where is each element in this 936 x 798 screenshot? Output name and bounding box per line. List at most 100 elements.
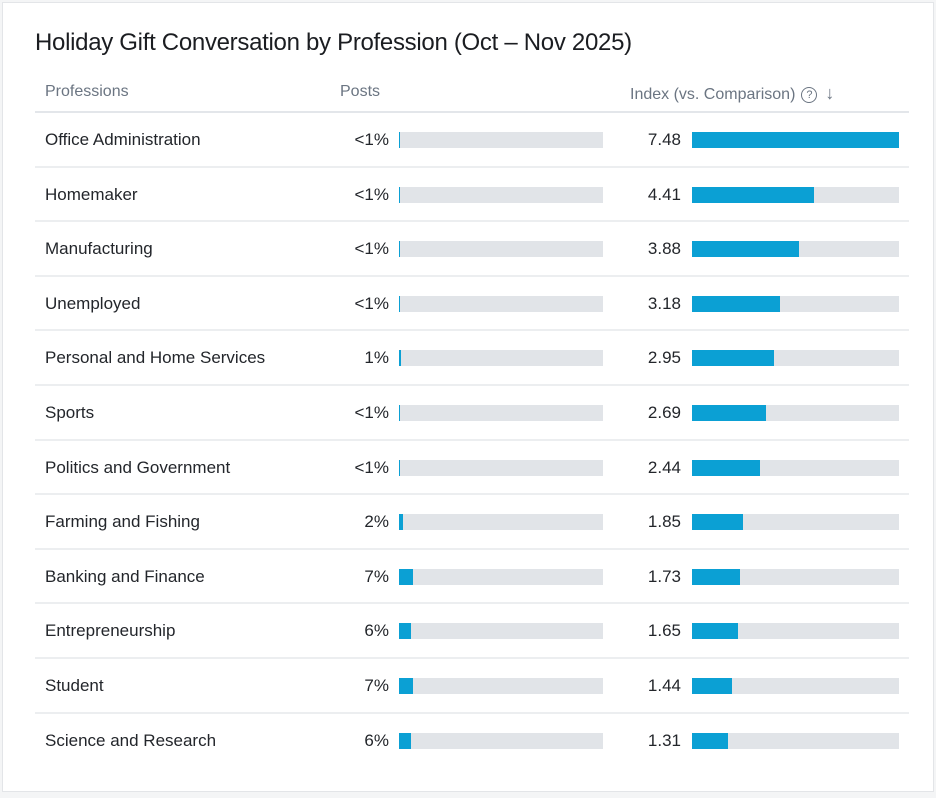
posts-bar-track (399, 295, 603, 312)
index-value: 2.44 (647, 457, 681, 477)
index-value: 7.48 (647, 130, 681, 149)
index-bar-track (692, 459, 899, 476)
posts-bar-fill (399, 132, 401, 148)
index-bar-fill (692, 241, 800, 258)
posts-bar-track (399, 241, 603, 258)
table-row[interactable]: Farming and Fishing 2% 1.85 (35, 495, 909, 550)
index-bar-fill (692, 132, 899, 148)
help-icon[interactable]: ? (801, 87, 818, 103)
posts-bar-fill (399, 514, 404, 531)
posts-value: <1% (354, 293, 390, 313)
profession-name: Banking and Finance (45, 566, 205, 586)
posts-bar-track (399, 350, 603, 367)
posts-bar-track (399, 459, 603, 476)
posts-bar-fill (399, 404, 401, 421)
table-row[interactable]: Politics and Government <1% 2.44 (35, 441, 909, 496)
posts-bar-track (399, 404, 603, 421)
index-bar-track (692, 732, 899, 749)
header-index[interactable]: Index (vs. Comparison)? ↓ (630, 83, 834, 104)
posts-value: <1% (354, 457, 390, 477)
posts-value: 7% (364, 675, 389, 695)
profession-name: Politics and Government (45, 457, 231, 477)
posts-bar-fill (399, 568, 414, 585)
posts-value: <1% (354, 239, 390, 259)
index-bar-fill (692, 568, 740, 585)
index-bar-track (692, 677, 899, 694)
index-bar-track (692, 132, 899, 148)
posts-bar-track (399, 514, 603, 531)
index-bar-track (692, 186, 899, 203)
index-bar-fill (692, 514, 744, 531)
posts-value: 6% (364, 730, 389, 750)
profession-name: Student (45, 675, 104, 695)
posts-value: 2% (364, 512, 389, 532)
posts-bar-fill (399, 459, 401, 476)
posts-bar-track (399, 732, 603, 749)
posts-value: <1% (354, 130, 390, 149)
profession-name: Entrepreneurship (45, 621, 176, 641)
table-row[interactable]: Homemaker <1% 4.41 (35, 168, 909, 223)
table-row[interactable]: Banking and Finance 7% 1.73 (35, 550, 909, 605)
header-posts[interactable]: Posts (340, 83, 381, 100)
table-row[interactable]: Manufacturing <1% 3.88 (35, 222, 909, 277)
index-bar-fill (692, 350, 774, 367)
posts-bar-track (399, 677, 603, 694)
index-bar-track (692, 404, 899, 421)
sort-desc-icon[interactable]: ↓ (825, 83, 835, 103)
header-index-label: Index (vs. Comparison) (630, 86, 796, 103)
table-row[interactable]: Entrepreneurship 6% 1.65 (35, 604, 909, 659)
table-row[interactable]: Science and Research 6% 1.31 (35, 714, 909, 769)
index-bar-fill (692, 459, 760, 476)
posts-bar-track (399, 623, 603, 640)
profession-name: Homemaker (45, 184, 138, 204)
posts-bar-fill (399, 295, 401, 312)
profession-name: Sports (45, 402, 95, 422)
table-body: Office Administration <1% 7.48 Homemaker <1%… (35, 113, 909, 768)
table-row[interactable]: Unemployed <1% 3.18 (35, 277, 909, 332)
index-value: 2.95 (647, 348, 681, 368)
posts-bar-fill (399, 677, 414, 694)
index-bar-fill (692, 677, 732, 694)
posts-bar-fill (399, 186, 401, 203)
profession-name: Personal and Home Services (45, 348, 266, 368)
header-professions[interactable]: Professions (45, 83, 129, 100)
index-value: 3.18 (647, 293, 681, 313)
posts-value: 7% (364, 566, 389, 586)
profession-name: Unemployed (45, 293, 141, 313)
index-value: 2.69 (647, 402, 681, 422)
index-bar-track (692, 514, 899, 531)
posts-bar-fill (399, 241, 401, 258)
index-bar-fill (692, 186, 815, 203)
table-row[interactable]: Sports <1% 2.69 (35, 386, 909, 441)
index-value: 1.65 (647, 621, 681, 641)
posts-value: 6% (364, 621, 389, 641)
posts-value: <1% (354, 184, 390, 204)
header-divider (35, 111, 909, 113)
profession-name: Office Administration (45, 130, 201, 149)
index-bar-track (692, 350, 899, 367)
table-row[interactable]: Office Administration <1% 7.48 (35, 113, 909, 168)
posts-bar-fill (399, 732, 412, 749)
posts-value: <1% (354, 402, 390, 422)
index-bar-fill (692, 295, 780, 312)
profession-name: Science and Research (45, 730, 217, 750)
index-value: 1.31 (647, 730, 681, 750)
table-row[interactable]: Personal and Home Services 1% 2.95 (35, 331, 909, 386)
index-bar-fill (692, 623, 738, 640)
index-value: 1.44 (647, 675, 681, 695)
index-bar-fill (692, 732, 729, 749)
profession-name: Farming and Fishing (45, 512, 200, 532)
index-value: 3.88 (647, 239, 681, 259)
index-bar-track (692, 241, 899, 258)
table-row[interactable]: Student 7% 1.44 (35, 659, 909, 714)
index-value: 1.85 (647, 512, 681, 532)
index-bar-track (692, 295, 899, 312)
posts-bar-fill (399, 350, 402, 367)
index-bar-track (692, 568, 899, 585)
index-value: 1.73 (647, 566, 681, 586)
card-title: Holiday Gift Conversation by Profession … (35, 29, 632, 56)
index-bar-fill (692, 404, 767, 421)
index-bar-track (692, 623, 899, 640)
posts-bar-track (399, 568, 603, 585)
